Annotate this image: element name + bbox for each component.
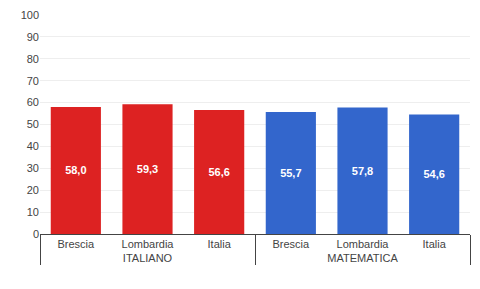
svg-text:57,8: 57,8 [352, 165, 373, 177]
svg-text:Brescia: Brescia [57, 238, 95, 250]
svg-text:90: 90 [27, 31, 39, 43]
svg-text:80: 80 [27, 53, 39, 65]
svg-text:70: 70 [27, 75, 39, 87]
svg-text:60: 60 [27, 96, 39, 108]
svg-text:58,0: 58,0 [65, 164, 86, 176]
svg-text:10: 10 [27, 206, 39, 218]
svg-text:ITALIANO: ITALIANO [123, 252, 173, 264]
svg-text:54,6: 54,6 [423, 168, 444, 180]
svg-text:30: 30 [27, 162, 39, 174]
svg-text:MATEMATICA: MATEMATICA [327, 252, 398, 264]
svg-text:40: 40 [27, 140, 39, 152]
svg-text:50: 50 [27, 118, 39, 130]
svg-text:Italia: Italia [208, 238, 232, 250]
svg-text:56,6: 56,6 [208, 166, 229, 178]
svg-text:0: 0 [33, 228, 39, 240]
svg-text:Lombardia: Lombardia [337, 238, 390, 250]
svg-text:Lombardia: Lombardia [122, 238, 175, 250]
svg-text:59,3: 59,3 [137, 163, 158, 175]
svg-text:100: 100 [21, 9, 39, 21]
svg-text:Italia: Italia [423, 238, 447, 250]
svg-text:55,7: 55,7 [280, 167, 301, 179]
svg-text:Brescia: Brescia [272, 238, 310, 250]
svg-text:20: 20 [27, 184, 39, 196]
